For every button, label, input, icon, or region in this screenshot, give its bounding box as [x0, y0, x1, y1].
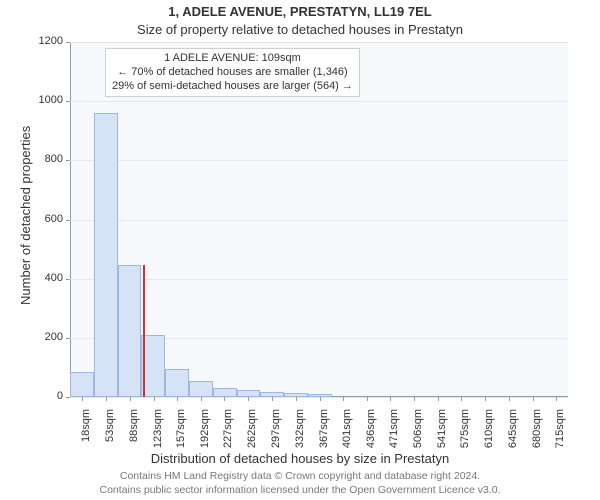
x-tick-label: 192sqm	[199, 409, 211, 457]
x-tick-label: 645sqm	[507, 409, 519, 457]
x-tick-label: 506sqm	[412, 409, 424, 457]
x-tick-mark	[106, 397, 107, 401]
callout-line-2: ← 70% of detached houses are smaller (1,…	[112, 66, 353, 80]
y-tick-mark	[66, 42, 70, 43]
gridline	[70, 160, 568, 161]
x-tick-mark	[296, 397, 297, 401]
x-tick-mark	[201, 397, 202, 401]
histogram-bar	[94, 113, 118, 397]
x-tick-mark	[533, 397, 534, 401]
histogram-bar	[213, 388, 237, 397]
x-tick-label: 367sqm	[318, 409, 330, 457]
x-tick-mark	[82, 397, 83, 401]
histogram-bar	[165, 369, 189, 397]
x-tick-label: 680sqm	[531, 409, 543, 457]
x-tick-label: 88sqm	[128, 409, 140, 457]
y-tick-label: 0	[28, 390, 63, 402]
y-tick-label: 200	[28, 331, 63, 343]
x-tick-label: 262sqm	[246, 409, 258, 457]
x-tick-mark	[485, 397, 486, 401]
x-tick-mark	[438, 397, 439, 401]
y-tick-label: 800	[28, 153, 63, 165]
x-tick-label: 436sqm	[365, 409, 377, 457]
x-tick-label: 715sqm	[554, 409, 566, 457]
x-tick-mark	[272, 397, 273, 401]
x-tick-mark	[461, 397, 462, 401]
x-tick-label: 18sqm	[80, 409, 92, 457]
y-tick-mark	[66, 397, 70, 398]
page-title: 1, ADELE AVENUE, PRESTATYN, LL19 7EL	[0, 4, 600, 19]
gridline	[70, 220, 568, 221]
y-tick-label: 1200	[28, 35, 63, 47]
y-tick-mark	[66, 338, 70, 339]
x-tick-mark	[320, 397, 321, 401]
callout-line-1: 1 ADELE AVENUE: 109sqm	[112, 52, 353, 66]
y-tick-mark	[66, 101, 70, 102]
x-tick-mark	[390, 397, 391, 401]
x-tick-label: 541sqm	[436, 409, 448, 457]
x-tick-label: 227sqm	[222, 409, 234, 457]
y-tick-mark	[66, 160, 70, 161]
footer-line-2: Contains public sector information licen…	[0, 484, 600, 496]
y-tick-label: 1000	[28, 94, 63, 106]
x-tick-label: 332sqm	[294, 409, 306, 457]
x-tick-label: 123sqm	[152, 409, 164, 457]
y-tick-label: 600	[28, 213, 63, 225]
x-tick-label: 610sqm	[483, 409, 495, 457]
x-tick-label: 575sqm	[459, 409, 471, 457]
y-tick-mark	[66, 279, 70, 280]
x-tick-mark	[556, 397, 557, 401]
x-tick-label: 471sqm	[388, 409, 400, 457]
histogram-bar	[70, 372, 94, 397]
x-tick-label: 157sqm	[175, 409, 187, 457]
y-tick-label: 400	[28, 272, 63, 284]
histogram-bar	[118, 265, 142, 397]
page-subtitle: Size of property relative to detached ho…	[0, 22, 600, 37]
x-tick-mark	[248, 397, 249, 401]
x-tick-label: 401sqm	[341, 409, 353, 457]
gridline	[70, 42, 568, 43]
x-tick-mark	[414, 397, 415, 401]
histogram-bar	[189, 381, 213, 397]
x-tick-mark	[177, 397, 178, 401]
gridline	[70, 101, 568, 102]
x-tick-mark	[130, 397, 131, 401]
callout-line-3: 29% of semi-detached houses are larger (…	[112, 80, 353, 94]
x-tick-mark	[509, 397, 510, 401]
marker-line	[143, 265, 145, 397]
x-tick-label: 297sqm	[270, 409, 282, 457]
callout-box: 1 ADELE AVENUE: 109sqm ← 70% of detached…	[105, 48, 360, 97]
footer-line-1: Contains HM Land Registry data © Crown c…	[0, 470, 600, 482]
x-tick-mark	[154, 397, 155, 401]
histogram-bar	[237, 390, 261, 397]
y-tick-mark	[66, 220, 70, 221]
x-tick-label: 53sqm	[104, 409, 116, 457]
x-tick-mark	[343, 397, 344, 401]
x-tick-mark	[224, 397, 225, 401]
x-tick-mark	[367, 397, 368, 401]
